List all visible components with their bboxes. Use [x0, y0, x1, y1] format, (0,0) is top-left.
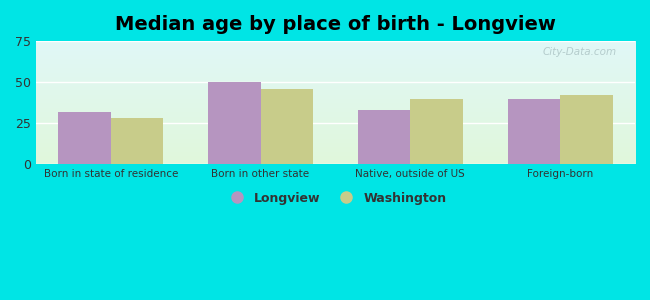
- Title: Median age by place of birth - Longview: Median age by place of birth - Longview: [115, 15, 556, 34]
- Bar: [111, 118, 163, 164]
- Bar: [208, 82, 261, 164]
- Bar: [560, 95, 612, 164]
- Bar: [358, 110, 410, 164]
- Bar: [508, 99, 560, 164]
- Bar: [410, 99, 463, 164]
- Legend: Longview, Washington: Longview, Washington: [219, 187, 452, 210]
- Bar: [58, 112, 110, 164]
- Text: City-Data.com: City-Data.com: [543, 47, 617, 57]
- Bar: [261, 89, 313, 164]
